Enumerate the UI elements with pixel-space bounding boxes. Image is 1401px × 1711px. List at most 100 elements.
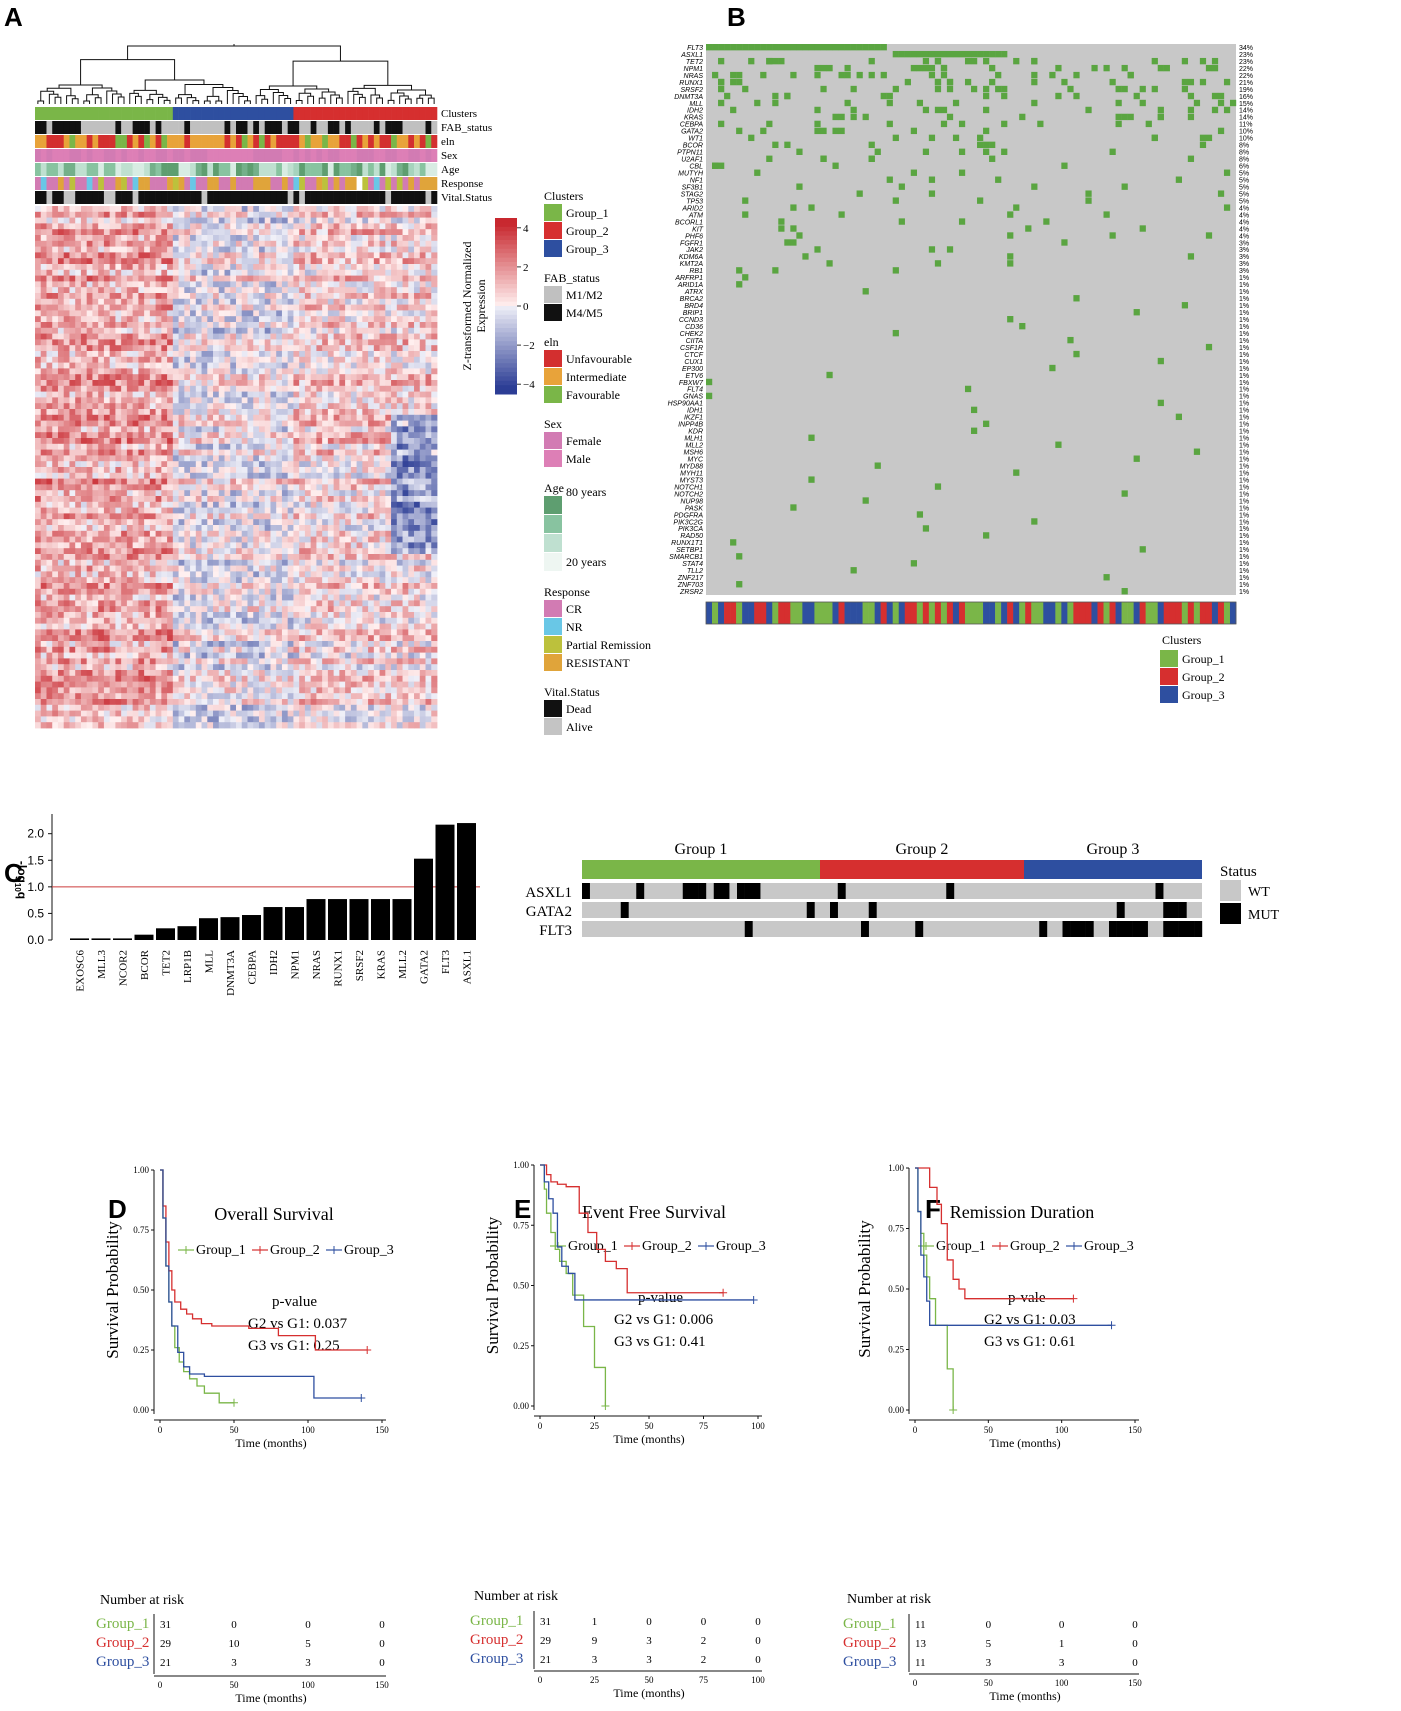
heatmap-cell: [224, 467, 231, 474]
track-cell-eln: [316, 135, 323, 148]
track-cell-cluster: [207, 107, 214, 120]
heatmap-cell: [391, 258, 398, 265]
heatmap-cell: [63, 339, 70, 346]
heatmap-cell: [144, 217, 151, 224]
heatmap-cell: [419, 304, 426, 311]
heatmap-cell: [419, 530, 426, 537]
heatmap-cell: [281, 490, 289, 497]
heatmap-cell: [327, 461, 335, 468]
heatmap-cell: [167, 484, 174, 491]
heatmap-cell: [69, 484, 76, 491]
heatmap-cell: [345, 403, 352, 410]
heatmap-cell: [414, 339, 421, 346]
heatmap-cell: [63, 397, 70, 404]
track-cell-cluster: [184, 107, 191, 120]
track-cell-eln: [391, 135, 398, 148]
heatmap-cell: [373, 206, 380, 213]
track-cell-fab: [379, 121, 386, 134]
heatmap-cell: [35, 206, 42, 213]
heatmap-cell: [52, 513, 59, 520]
heatmap-cell: [402, 409, 409, 416]
heatmap-cell: [115, 536, 122, 543]
heatmap-cell: [218, 414, 225, 421]
track-cell-sex: [362, 149, 369, 162]
heatmap-cell: [304, 304, 312, 311]
heatmap-cell: [339, 310, 346, 317]
heatmap-cell: [350, 432, 357, 439]
heatmap-cell: [103, 240, 111, 247]
track-cell-response: [40, 177, 47, 190]
heatmap-cell: [396, 229, 403, 236]
heatmap-cell: [230, 559, 237, 566]
heatmap-cell: [195, 269, 202, 276]
heatmap-cell: [35, 362, 42, 369]
heatmap-cell: [92, 449, 99, 456]
heatmap-cell: [132, 409, 139, 416]
heatmap-cell: [402, 467, 409, 474]
heatmap-cell: [316, 484, 323, 491]
heatmap-cell: [379, 426, 386, 433]
heatmap-cell: [373, 542, 380, 549]
heatmap-cell: [75, 269, 82, 276]
heatmap-cell: [350, 536, 357, 543]
heatmap-cell: [299, 507, 306, 514]
heatmap-cell: [63, 438, 70, 445]
heatmap-cell: [241, 484, 248, 491]
heatmap-cell: [230, 293, 237, 300]
heatmap-cell: [138, 246, 145, 253]
heatmap-cell: [40, 275, 47, 282]
heatmap-cell: [236, 496, 243, 503]
heatmap-cell: [293, 409, 300, 416]
heatmap-cell: [178, 281, 185, 288]
heatmap-cell: [75, 229, 82, 236]
heatmap-cell: [345, 501, 352, 508]
heatmap-cell: [299, 490, 306, 497]
track-cell-response: [373, 177, 380, 190]
heatmap-cell: [207, 403, 214, 410]
heatmap-cell: [230, 542, 237, 549]
heatmap-cell: [322, 490, 329, 497]
heatmap-cell: [247, 269, 254, 276]
heatmap-cell: [103, 426, 111, 433]
heatmap-cell: [121, 554, 128, 561]
heatmap-cell: [46, 542, 53, 549]
heatmap-cell: [293, 565, 300, 572]
heatmap-cell: [264, 356, 271, 363]
heatmap-cell: [155, 525, 162, 532]
heatmap-cell: [92, 240, 99, 247]
heatmap-cell: [155, 530, 162, 537]
heatmap-cell: [57, 316, 65, 323]
heatmap-cell: [103, 472, 111, 479]
heatmap-cell: [149, 432, 156, 439]
heatmap-cell: [304, 269, 312, 276]
heatmap-cell: [149, 223, 156, 230]
heatmap-cell: [396, 501, 403, 508]
heatmap-cell: [63, 298, 70, 305]
heatmap-cell: [350, 316, 357, 323]
heatmap-cell: [75, 559, 82, 566]
heatmap-cell: [213, 467, 220, 474]
heatmap-cell: [333, 409, 340, 416]
heatmap-cell: [258, 275, 266, 282]
heatmap-cell: [373, 414, 380, 421]
heatmap-cell: [270, 246, 277, 253]
heatmap-cell: [69, 554, 76, 561]
track-cell-fab: [161, 121, 168, 134]
heatmap-cell: [201, 443, 208, 450]
heatmap-cell: [69, 472, 76, 479]
heatmap-cell: [379, 275, 386, 282]
heatmap-cell: [184, 391, 191, 398]
heatmap-cell: [224, 275, 231, 282]
heatmap-cell: [75, 536, 82, 543]
heatmap-cell: [46, 501, 53, 508]
heatmap-cell: [40, 229, 47, 236]
heatmap-cell: [126, 374, 134, 381]
heatmap-cell: [149, 351, 156, 358]
heatmap-cell: [109, 472, 116, 479]
heatmap-cell: [224, 565, 231, 572]
heatmap-cell: [385, 530, 392, 537]
track-cell-age: [57, 163, 65, 176]
heatmap-cell: [373, 304, 380, 311]
heatmap-cell: [138, 206, 145, 213]
track-cell-sex: [299, 149, 306, 162]
